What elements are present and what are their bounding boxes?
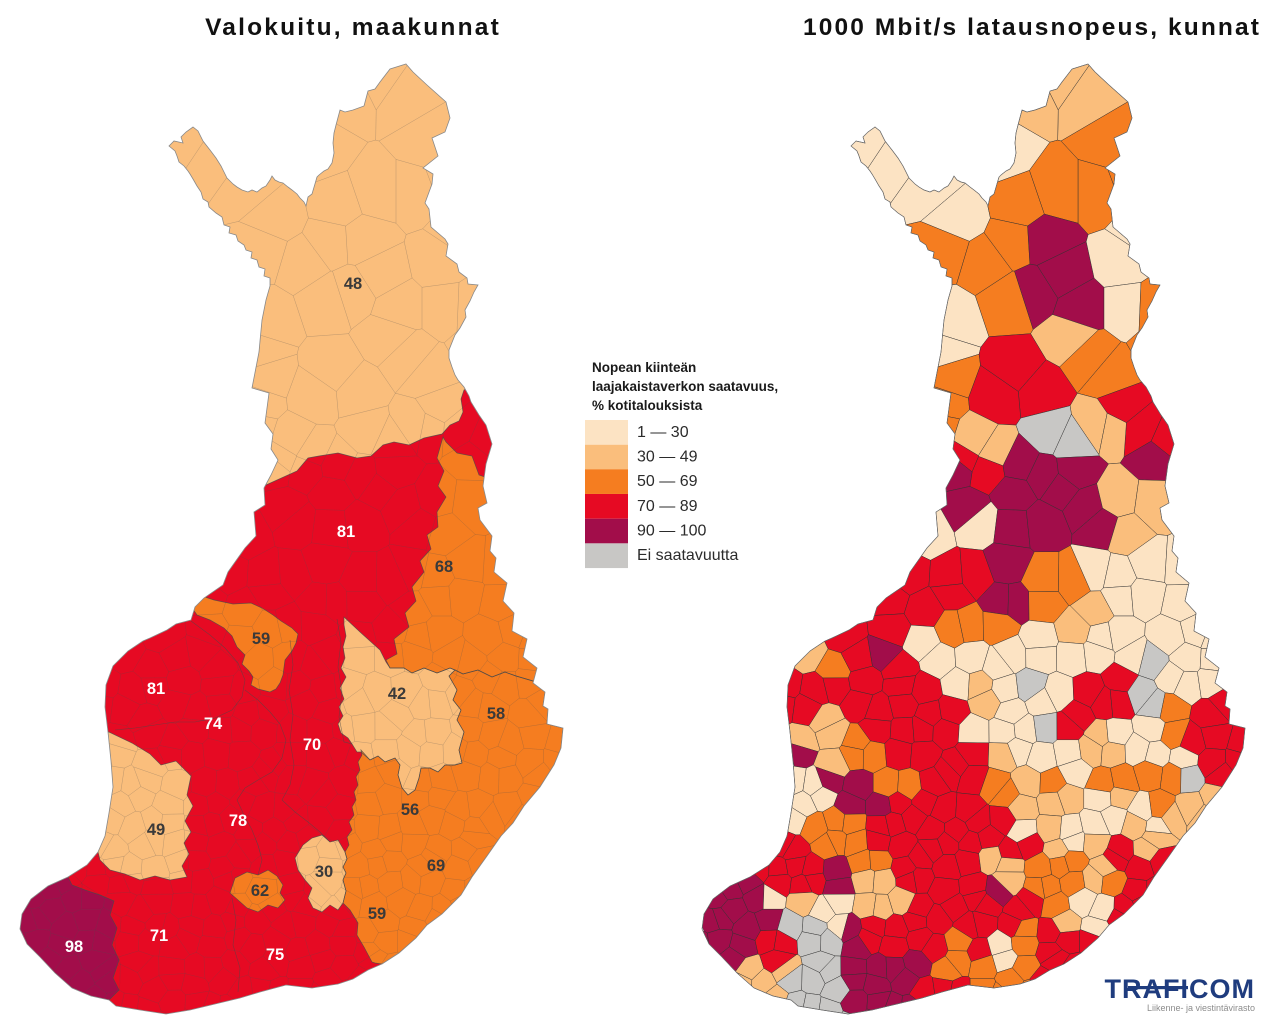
svg-text:laajakaistaverkon saatavuus,: laajakaistaverkon saatavuus, [592, 379, 778, 394]
svg-text:90 — 100: 90 — 100 [637, 523, 706, 540]
svg-text:62: 62 [251, 882, 269, 900]
svg-text:42: 42 [388, 685, 406, 703]
svg-text:71: 71 [150, 927, 168, 945]
svg-text:1000 Mbit/s latausnopeus, kunn: 1000 Mbit/s latausnopeus, kunnat [803, 14, 1261, 41]
svg-text:98: 98 [65, 938, 83, 956]
svg-text:48: 48 [344, 275, 362, 293]
svg-text:49: 49 [147, 821, 165, 839]
svg-text:% kotitalouksista: % kotitalouksista [592, 398, 703, 413]
svg-text:Ei saatavuutta: Ei saatavuutta [637, 547, 739, 564]
svg-text:70: 70 [303, 736, 321, 754]
svg-text:30 — 49: 30 — 49 [637, 449, 698, 466]
svg-text:81: 81 [337, 523, 355, 541]
svg-text:74: 74 [204, 715, 223, 733]
svg-text:Nopean kiinteän: Nopean kiinteän [592, 360, 696, 375]
svg-text:68: 68 [435, 558, 453, 576]
svg-text:1 — 30: 1 — 30 [637, 424, 689, 441]
svg-text:69: 69 [427, 857, 445, 875]
svg-text:Liikenne- ja viestintävirasto: Liikenne- ja viestintävirasto [1147, 1003, 1255, 1013]
svg-text:30: 30 [315, 863, 333, 881]
svg-text:59: 59 [368, 905, 386, 923]
svg-text:81: 81 [147, 680, 165, 698]
svg-text:58: 58 [487, 705, 505, 723]
svg-text:59: 59 [252, 630, 270, 648]
svg-text:56: 56 [401, 801, 419, 819]
svg-text:70 — 89: 70 — 89 [637, 498, 698, 515]
svg-text:75: 75 [266, 946, 284, 964]
svg-text:50 — 69: 50 — 69 [637, 473, 698, 490]
svg-text:78: 78 [229, 812, 247, 830]
svg-text:Valokuitu, maakunnat: Valokuitu, maakunnat [205, 14, 501, 41]
